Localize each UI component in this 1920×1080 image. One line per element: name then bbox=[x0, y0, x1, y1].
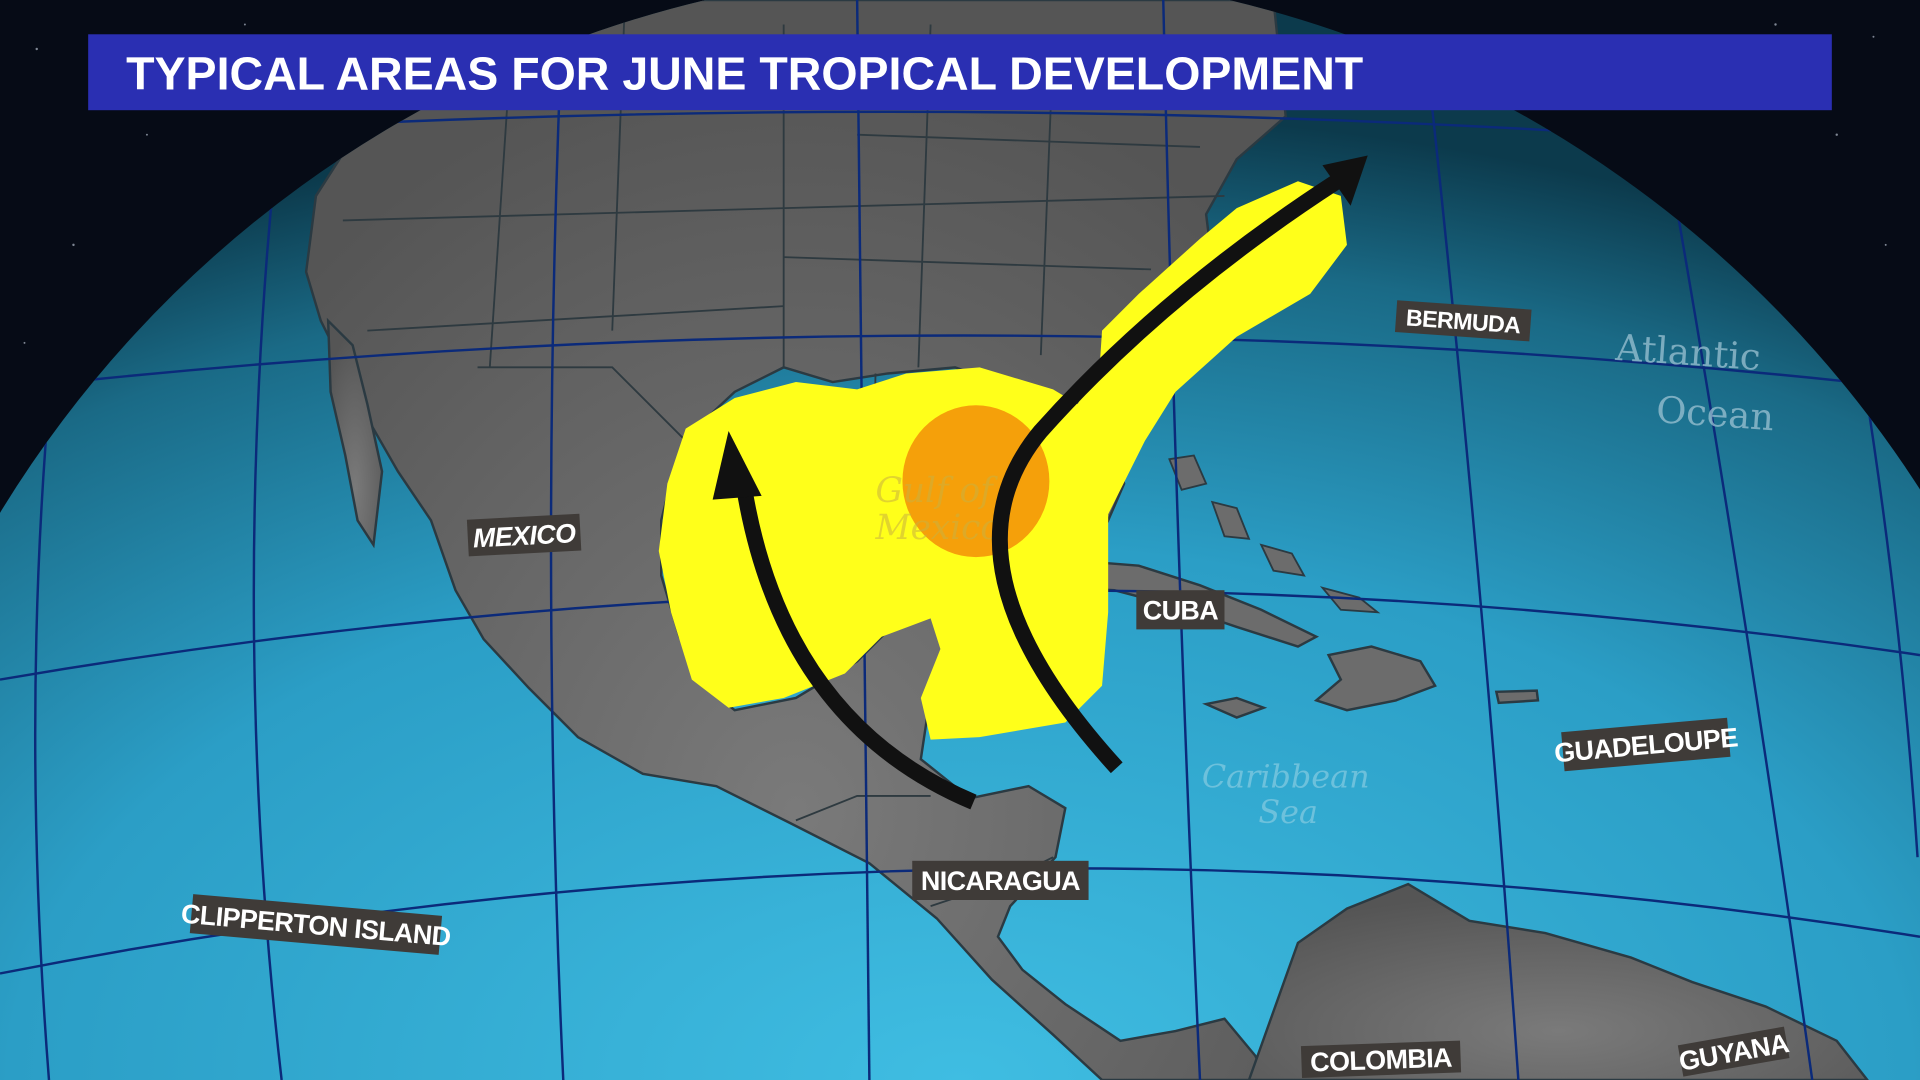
caribbean-to-atlantic-track bbox=[991, 155, 1368, 774]
gulf-northward-track bbox=[712, 431, 977, 810]
cuba-label: CUBA bbox=[1143, 596, 1218, 626]
caribbean-sea-label-line1: Caribbean bbox=[1202, 757, 1370, 795]
title-bar bbox=[88, 34, 1832, 111]
atlantic-ocean-label-line1: Atlantic bbox=[1613, 326, 1762, 379]
label-nicaragua: NICARAGUA bbox=[912, 860, 1089, 900]
label-bermuda: BERMUDA bbox=[1394, 300, 1532, 342]
hispaniola bbox=[1313, 645, 1437, 712]
page-title: TYPICAL AREAS FOR JUNE TROPICAL DEVELOPM… bbox=[126, 47, 1363, 99]
jamaica bbox=[1202, 696, 1268, 719]
stars bbox=[23, 23, 1887, 344]
label-mexico: MEXICO bbox=[466, 513, 582, 557]
caribbean-sea-label-line2: Sea bbox=[1258, 793, 1318, 831]
mexico-label: MEXICO bbox=[472, 518, 577, 553]
gulf-of-mexico-label-line2: Mexico bbox=[875, 508, 1001, 548]
arrow-up-icon bbox=[712, 431, 762, 500]
atlantic-ocean-label-line2: Ocean bbox=[1655, 388, 1776, 439]
colombia-label: COLOMBIA bbox=[1310, 1043, 1453, 1078]
gulf-of-mexico-label-line1: Gulf of bbox=[876, 471, 999, 511]
bahamas bbox=[1168, 454, 1381, 614]
label-cuba: CUBA bbox=[1136, 590, 1225, 630]
development-area-orange bbox=[902, 405, 1050, 558]
arrow-northeast-icon bbox=[1322, 155, 1368, 206]
baja-california bbox=[326, 317, 384, 549]
nicaragua-label: NICARAGUA bbox=[921, 866, 1080, 896]
puerto-rico bbox=[1494, 689, 1540, 705]
south-america bbox=[1247, 882, 1870, 1080]
label-colombia: COLOMBIA bbox=[1300, 1040, 1462, 1078]
